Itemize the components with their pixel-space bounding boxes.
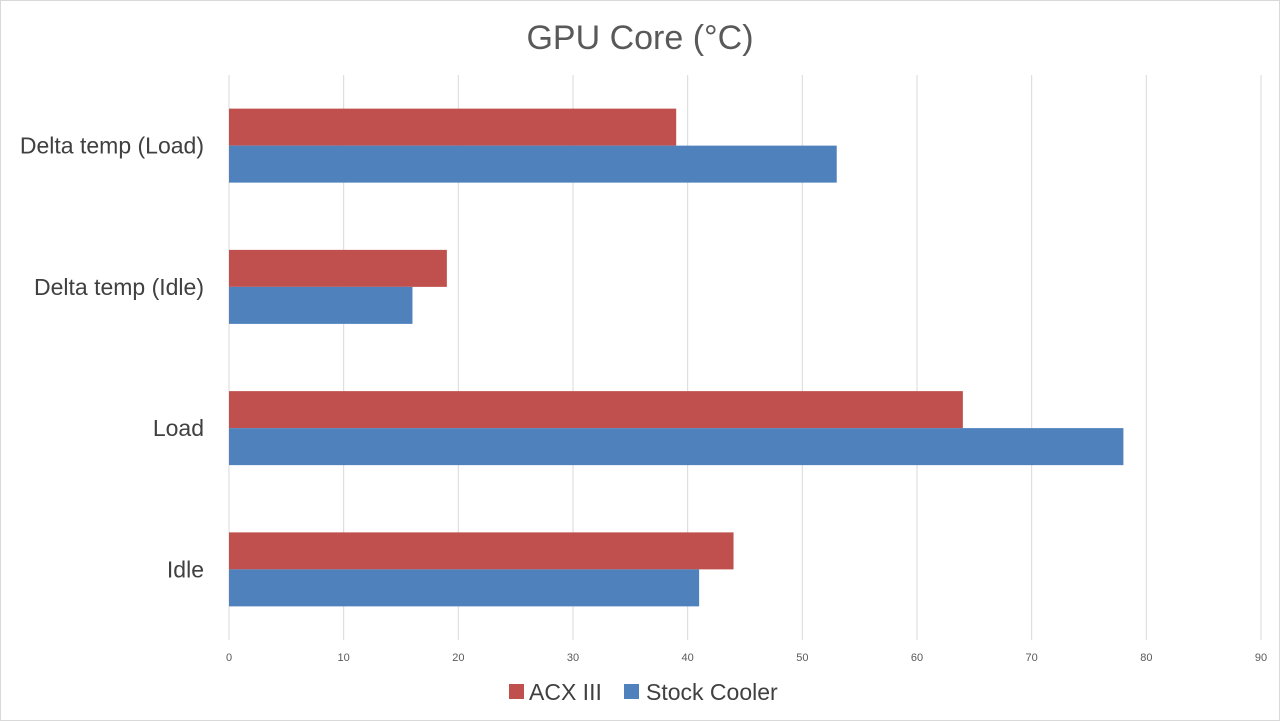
- bar-acx-iii-load: [229, 391, 963, 429]
- bar-stock-cooler-delta-temp-load-: [229, 145, 837, 183]
- tick-label-30: 30: [567, 652, 579, 664]
- bars-layer: [229, 108, 1124, 607]
- category-label-idle: Idle: [167, 556, 204, 582]
- legend-label-stock-cooler: Stock Cooler: [646, 679, 778, 705]
- tick-label-10: 10: [338, 652, 350, 664]
- bar-acx-iii-delta-temp-idle-: [229, 249, 447, 287]
- category-label-delta-temp-idle: Delta temp (Idle): [34, 274, 204, 300]
- legend-swatch-acx-iii: [509, 684, 524, 699]
- bar-acx-iii-delta-temp-load-: [229, 108, 677, 146]
- bar-stock-cooler-delta-temp-idle-: [229, 286, 413, 324]
- legend-label-acx-iii: ACX III: [529, 679, 602, 705]
- bar-acx-iii-idle: [229, 532, 734, 570]
- category-label-delta-temp-load: Delta temp (Load): [20, 133, 204, 159]
- tick-label-70: 70: [1026, 652, 1038, 664]
- legend-swatch-stock-cooler: [624, 684, 639, 699]
- tick-label-50: 50: [796, 652, 808, 664]
- bar-stock-cooler-load: [229, 428, 1124, 466]
- category-label-load: Load: [153, 415, 204, 441]
- tick-labels: 0 10 20 30 40 50 60 70 80 90: [226, 652, 1267, 664]
- tick-label-20: 20: [452, 652, 464, 664]
- tick-label-80: 80: [1140, 652, 1152, 664]
- tick-label-40: 40: [682, 652, 694, 664]
- tick-label-90: 90: [1255, 652, 1267, 664]
- bar-stock-cooler-idle: [229, 569, 700, 607]
- legend: ACX III Stock Cooler: [509, 679, 778, 705]
- chart-title: GPU Core (°C): [526, 19, 753, 57]
- tick-label-0: 0: [226, 652, 232, 664]
- tick-label-60: 60: [911, 652, 923, 664]
- category-labels: Idle Load Delta temp (Idle) Delta temp (Loa…: [20, 133, 204, 583]
